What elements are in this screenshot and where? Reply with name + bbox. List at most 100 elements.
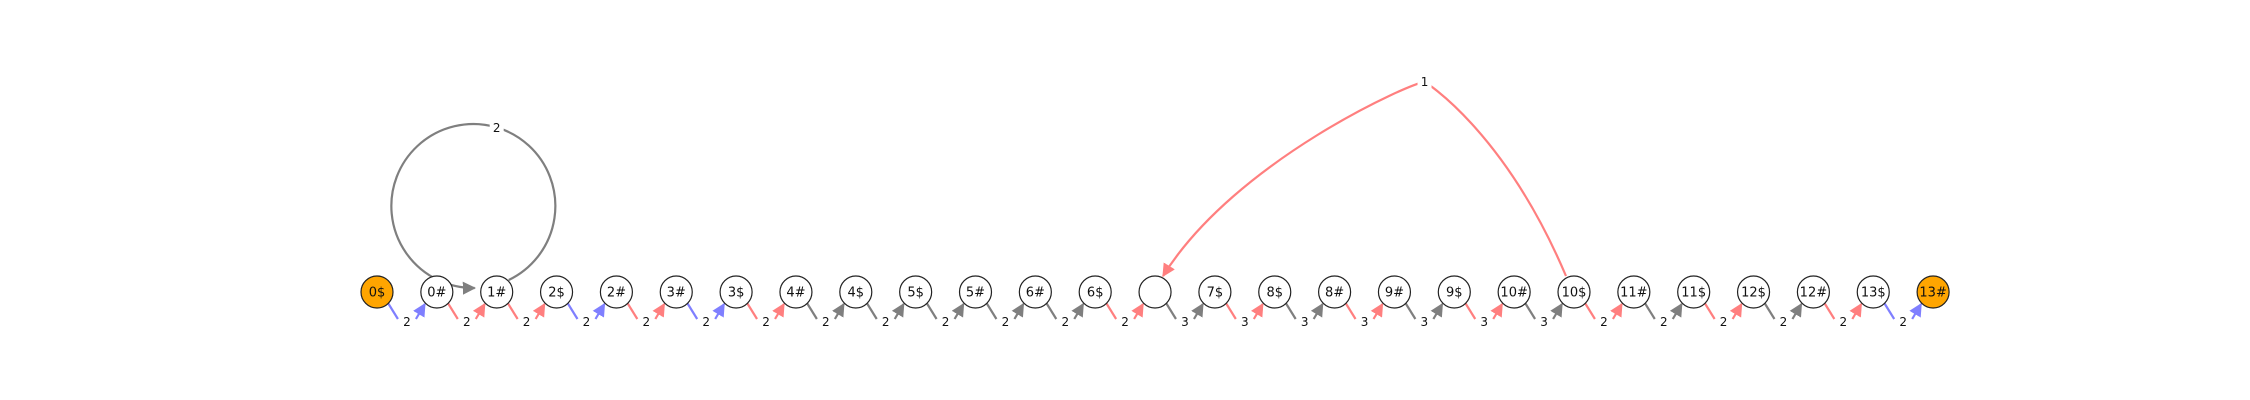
edge-weight-label: 2 xyxy=(1002,315,1010,329)
node-label: 0# xyxy=(427,286,446,301)
node-circle xyxy=(1018,275,1052,309)
edge-weight-label: 3 xyxy=(1241,315,1249,329)
node-label: 4# xyxy=(786,286,805,301)
node-circle xyxy=(839,275,873,309)
node-circle xyxy=(1377,275,1412,309)
graph-node: 1# xyxy=(480,275,514,309)
chain-edge-out xyxy=(1071,302,1085,320)
chain-edge-out xyxy=(891,302,905,320)
edge-weight-label: 2 xyxy=(942,315,950,329)
chain-edge-out xyxy=(1550,302,1563,320)
node-circle xyxy=(1497,275,1531,309)
node-circle xyxy=(1078,275,1112,309)
node-circle xyxy=(539,275,574,309)
graph-node: 6# xyxy=(1018,275,1052,309)
node-label: 11$ xyxy=(1681,286,1706,301)
graph-node: 3# xyxy=(659,275,693,309)
node-circle xyxy=(1198,275,1232,309)
nodes-layer: 0$ 0# 1# 2$ 2# 3# 3$ 4# 4$ 5$ 5# 6# 6$ 7$ 8$ 8# 9# 9$ 10# 1… xyxy=(360,275,1950,309)
node-circle xyxy=(899,275,933,309)
edge-weight-label: 2 xyxy=(1720,315,1728,329)
chain-edge-out xyxy=(472,302,486,320)
chain-edge-in xyxy=(1823,302,1836,320)
chain-edge-in xyxy=(1524,302,1537,320)
node-label: 5$ xyxy=(907,286,924,301)
terminal-node-circle xyxy=(1916,275,1950,309)
self-loop-label: 2 xyxy=(493,121,501,135)
graph-node: 9$ xyxy=(1437,275,1471,309)
chain-edge-in xyxy=(686,302,699,320)
graph-node: 0# xyxy=(420,275,454,309)
graph-node: 2# xyxy=(599,275,634,309)
chain-edge-out xyxy=(1849,302,1863,320)
edge-weight-label: 2 xyxy=(1780,315,1788,329)
node-circle xyxy=(779,275,813,309)
node-label: 8$ xyxy=(1266,286,1283,301)
node-label: 10# xyxy=(1500,286,1527,301)
node-label: 13# xyxy=(1919,286,1946,301)
node-circle xyxy=(1736,275,1771,309)
graph-node: 10$ xyxy=(1557,275,1591,309)
node-label: 2$ xyxy=(548,286,565,301)
chain-edge-out xyxy=(592,302,606,320)
graph-node: 6$ xyxy=(1078,275,1112,309)
chain-edge-out xyxy=(532,302,546,320)
chain-edge-in xyxy=(1344,302,1357,320)
chain-edge-in xyxy=(1763,302,1776,320)
chain-edge-out xyxy=(1789,302,1803,320)
node-label: 12$ xyxy=(1741,286,1766,301)
node-circle xyxy=(1796,275,1831,309)
chain-edge-out xyxy=(1370,302,1384,320)
chain-edge-in xyxy=(1703,302,1716,320)
chain-edge-in xyxy=(626,302,639,320)
edge-weight-label: 3 xyxy=(1181,315,1189,329)
edge-weight-label: 2 xyxy=(702,315,710,329)
graph-node xyxy=(1138,275,1172,309)
long-arc-label: 1 xyxy=(1421,75,1429,89)
edge-weight-label: 2 xyxy=(762,315,770,329)
chain-edge-out xyxy=(832,302,845,320)
node-label: 1# xyxy=(487,286,506,301)
graph-node: 8# xyxy=(1317,275,1352,309)
graph-node: 3$ xyxy=(719,275,753,309)
node-circle xyxy=(1437,275,1471,309)
chain-edge-in xyxy=(446,302,459,320)
node-label: 8# xyxy=(1325,286,1344,301)
node-label: 13$ xyxy=(1861,286,1886,301)
node-circle xyxy=(599,275,634,309)
node-circle xyxy=(659,275,693,309)
chain-edge-out xyxy=(1909,302,1923,320)
node-circle xyxy=(1677,275,1711,309)
chain-edge-in xyxy=(1404,302,1417,320)
graph-node: 12# xyxy=(1796,275,1831,309)
chain-edge-in xyxy=(506,302,519,320)
graph-node: 4$ xyxy=(839,275,873,309)
graph-node: 5$ xyxy=(899,275,933,309)
chain-edge-in xyxy=(1045,302,1058,320)
chain-edge-out xyxy=(1490,302,1504,320)
node-circle xyxy=(1138,275,1172,309)
node-label: 2# xyxy=(607,286,626,301)
node-label: 3# xyxy=(667,286,686,301)
chain-edge-in xyxy=(1105,302,1118,320)
node-circle xyxy=(1617,275,1651,309)
node-circle xyxy=(1557,275,1591,309)
node-circle xyxy=(420,275,454,309)
node-label: 4$ xyxy=(848,286,865,301)
node-circle xyxy=(1317,275,1352,309)
node-label: 12# xyxy=(1800,286,1827,301)
chain-edge-out xyxy=(1729,302,1743,320)
node-circle xyxy=(1258,275,1292,309)
graph-node: 8$ xyxy=(1258,275,1292,309)
edge-weight-label: 3 xyxy=(1301,315,1309,329)
edge-weight-label: 2 xyxy=(523,315,531,329)
graph-node: 10# xyxy=(1497,275,1531,309)
graph-node: 13# xyxy=(1916,275,1950,309)
chain-edge-in xyxy=(1643,302,1656,320)
edge-weight-label: 2 xyxy=(1660,315,1668,329)
chain-edge-in xyxy=(925,302,938,320)
edge-weight-label: 2 xyxy=(643,315,651,329)
chain-edge-out xyxy=(1131,302,1144,320)
chain-edge-in xyxy=(387,302,399,320)
